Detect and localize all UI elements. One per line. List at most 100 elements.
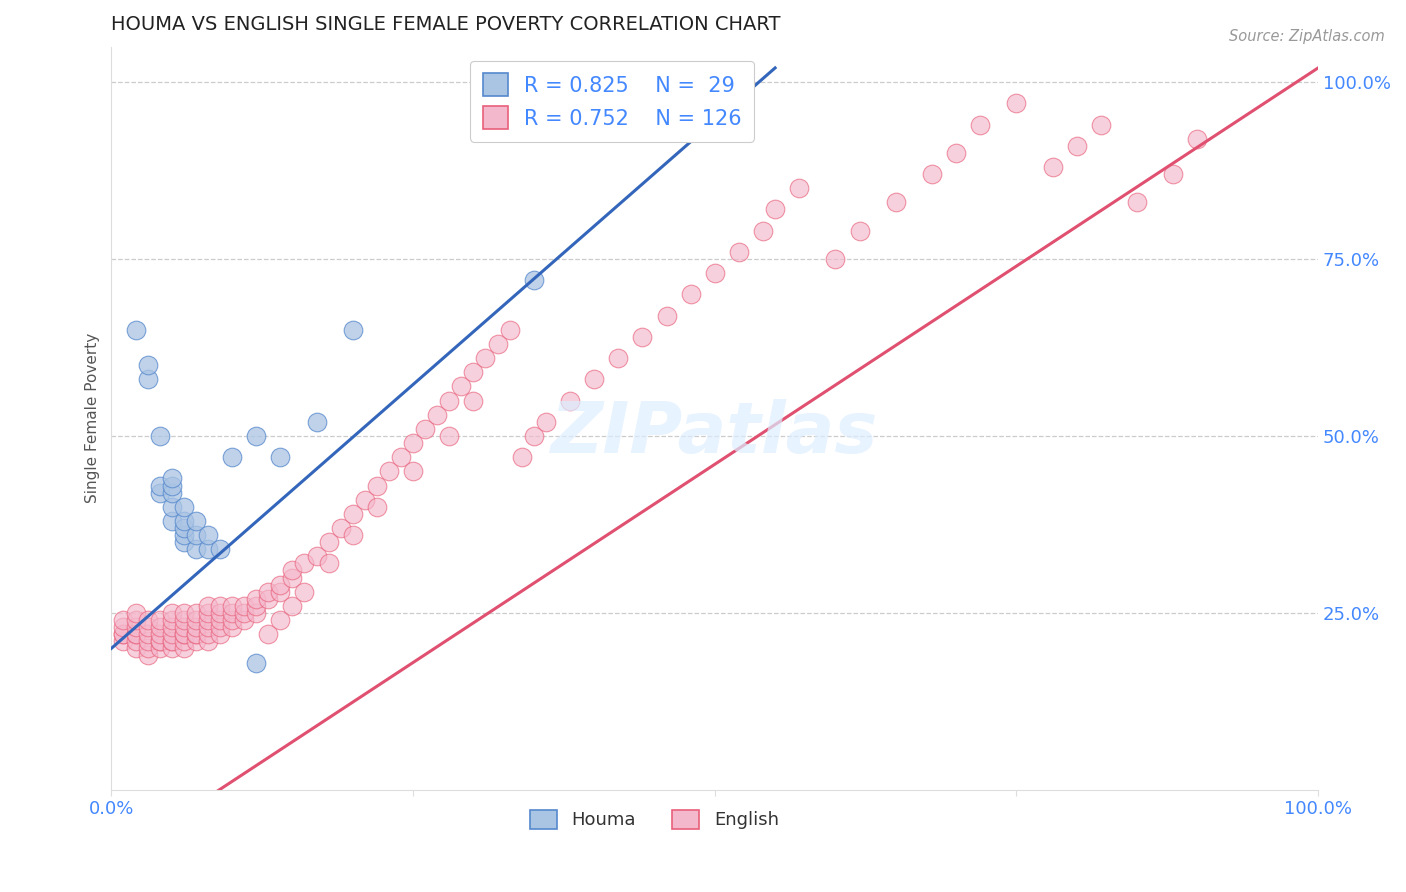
Point: [136, 613, 159, 627]
Point: [631, 330, 654, 344]
Point: [342, 507, 364, 521]
Point: [160, 606, 183, 620]
Point: [269, 613, 291, 627]
Point: [752, 224, 775, 238]
Point: [257, 584, 280, 599]
Point: [402, 464, 425, 478]
Point: [184, 528, 207, 542]
Point: [149, 429, 172, 443]
Point: [112, 613, 135, 627]
Point: [173, 641, 195, 656]
Point: [824, 252, 846, 266]
Point: [245, 656, 267, 670]
Point: [197, 634, 219, 648]
Point: [173, 500, 195, 514]
Point: [305, 549, 328, 564]
Point: [281, 564, 304, 578]
Point: [257, 591, 280, 606]
Text: ZIPatlas: ZIPatlas: [551, 399, 879, 467]
Point: [136, 641, 159, 656]
Point: [112, 627, 135, 641]
Point: [136, 358, 159, 372]
Point: [112, 620, 135, 634]
Point: [197, 627, 219, 641]
Point: [149, 634, 172, 648]
Point: [787, 181, 810, 195]
Point: [208, 606, 231, 620]
Point: [921, 167, 943, 181]
Point: [281, 570, 304, 584]
Point: [124, 627, 146, 641]
Y-axis label: Single Female Poverty: Single Female Poverty: [86, 334, 100, 503]
Point: [160, 478, 183, 492]
Point: [160, 613, 183, 627]
Point: [510, 450, 533, 465]
Point: [208, 613, 231, 627]
Point: [378, 464, 401, 478]
Point: [269, 577, 291, 591]
Point: [136, 627, 159, 641]
Point: [305, 415, 328, 429]
Legend: Houma, English: Houma, English: [523, 802, 786, 837]
Point: [184, 627, 207, 641]
Point: [679, 287, 702, 301]
Point: [124, 613, 146, 627]
Point: [208, 620, 231, 634]
Point: [534, 415, 557, 429]
Point: [318, 535, 340, 549]
Point: [366, 478, 388, 492]
Point: [269, 584, 291, 599]
Point: [149, 627, 172, 641]
Point: [1163, 167, 1185, 181]
Point: [463, 365, 485, 379]
Point: [136, 620, 159, 634]
Point: [439, 393, 461, 408]
Point: [245, 599, 267, 613]
Point: [245, 429, 267, 443]
Point: [221, 450, 243, 465]
Point: [1187, 131, 1209, 145]
Point: [149, 485, 172, 500]
Point: [197, 606, 219, 620]
Point: [160, 500, 183, 514]
Point: [523, 429, 546, 443]
Point: [197, 542, 219, 557]
Point: [848, 224, 870, 238]
Point: [208, 627, 231, 641]
Point: [486, 337, 509, 351]
Point: [1090, 118, 1112, 132]
Point: [450, 379, 472, 393]
Point: [112, 634, 135, 648]
Point: [439, 429, 461, 443]
Point: [184, 613, 207, 627]
Point: [160, 471, 183, 485]
Point: [1042, 160, 1064, 174]
Point: [160, 627, 183, 641]
Point: [221, 613, 243, 627]
Point: [173, 514, 195, 528]
Point: [124, 627, 146, 641]
Point: [124, 634, 146, 648]
Point: [173, 613, 195, 627]
Point: [221, 620, 243, 634]
Point: [173, 620, 195, 634]
Point: [136, 634, 159, 648]
Point: [366, 500, 388, 514]
Point: [728, 244, 751, 259]
Point: [342, 528, 364, 542]
Point: [969, 118, 991, 132]
Point: [245, 591, 267, 606]
Point: [221, 606, 243, 620]
Point: [124, 606, 146, 620]
Point: [583, 372, 606, 386]
Point: [208, 542, 231, 557]
Text: HOUMA VS ENGLISH SINGLE FEMALE POVERTY CORRELATION CHART: HOUMA VS ENGLISH SINGLE FEMALE POVERTY C…: [111, 15, 780, 34]
Point: [1126, 195, 1149, 210]
Point: [184, 606, 207, 620]
Point: [149, 634, 172, 648]
Point: [173, 535, 195, 549]
Point: [281, 599, 304, 613]
Point: [149, 478, 172, 492]
Point: [173, 634, 195, 648]
Point: [221, 599, 243, 613]
